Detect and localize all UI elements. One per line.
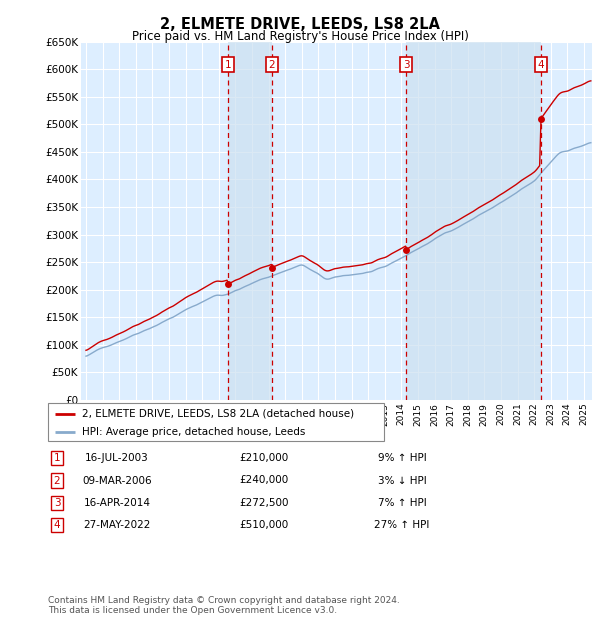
Text: 3: 3 — [53, 498, 61, 508]
Text: 7% ↑ HPI: 7% ↑ HPI — [377, 498, 427, 508]
Text: Contains HM Land Registry data © Crown copyright and database right 2024.
This d: Contains HM Land Registry data © Crown c… — [48, 596, 400, 615]
Text: 1: 1 — [224, 60, 231, 70]
Text: 2: 2 — [268, 60, 275, 70]
Text: £240,000: £240,000 — [239, 476, 289, 485]
Text: 1: 1 — [53, 453, 61, 463]
Bar — [406, 42, 541, 400]
Text: 2, ELMETE DRIVE, LEEDS, LS8 2LA: 2, ELMETE DRIVE, LEEDS, LS8 2LA — [160, 17, 440, 32]
Text: 4: 4 — [538, 60, 544, 70]
Text: £272,500: £272,500 — [239, 498, 289, 508]
Text: £210,000: £210,000 — [239, 453, 289, 463]
Text: Price paid vs. HM Land Registry's House Price Index (HPI): Price paid vs. HM Land Registry's House … — [131, 30, 469, 43]
Bar — [228, 42, 272, 400]
Text: 27% ↑ HPI: 27% ↑ HPI — [374, 520, 430, 530]
Text: 09-MAR-2006: 09-MAR-2006 — [82, 476, 152, 485]
Text: 3% ↓ HPI: 3% ↓ HPI — [377, 476, 427, 485]
Text: 9% ↑ HPI: 9% ↑ HPI — [377, 453, 427, 463]
Text: 16-APR-2014: 16-APR-2014 — [83, 498, 151, 508]
Text: 16-JUL-2003: 16-JUL-2003 — [85, 453, 149, 463]
Text: 2, ELMETE DRIVE, LEEDS, LS8 2LA (detached house): 2, ELMETE DRIVE, LEEDS, LS8 2LA (detache… — [82, 409, 354, 419]
Text: 3: 3 — [403, 60, 409, 70]
Text: 4: 4 — [53, 520, 61, 530]
Text: £510,000: £510,000 — [239, 520, 289, 530]
FancyBboxPatch shape — [48, 403, 384, 441]
Text: 2: 2 — [53, 476, 61, 485]
Text: 27-MAY-2022: 27-MAY-2022 — [83, 520, 151, 530]
Text: HPI: Average price, detached house, Leeds: HPI: Average price, detached house, Leed… — [82, 427, 305, 437]
